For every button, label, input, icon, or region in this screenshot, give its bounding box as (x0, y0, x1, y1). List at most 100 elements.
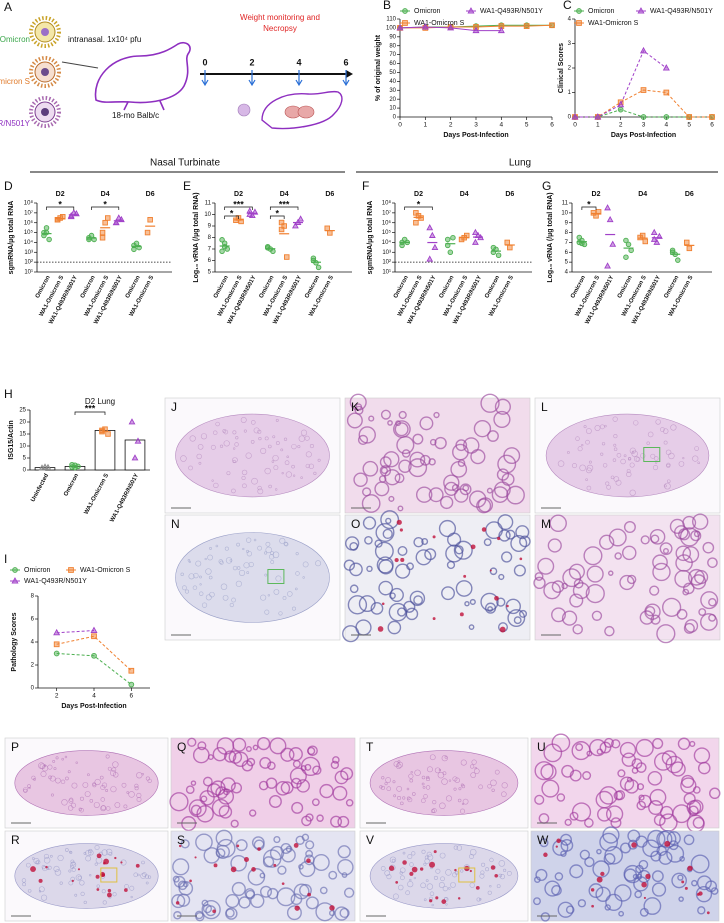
tissue-texture (623, 520, 636, 533)
tissue-texture (279, 537, 286, 544)
tissue-texture (208, 575, 213, 580)
tissue-texture (43, 853, 50, 860)
tissue-texture (259, 885, 273, 898)
group-label: D2 (56, 191, 65, 198)
tissue-texture (565, 905, 575, 915)
data-point (504, 239, 510, 246)
tissue-texture (581, 443, 584, 447)
tissue-texture (646, 441, 650, 445)
data-point (91, 633, 97, 640)
tissue-texture (250, 420, 256, 425)
y-tick-label: 10⁵ (24, 229, 34, 236)
data-point (617, 106, 624, 113)
tissue-texture (613, 476, 620, 482)
tissue-texture (337, 815, 350, 828)
data-point (54, 216, 61, 223)
tissue-texture (112, 892, 117, 897)
tissue-texture (57, 854, 64, 862)
virus-icon (29, 16, 61, 128)
tissue-texture (286, 455, 289, 459)
tissue-texture (551, 580, 565, 593)
tissue-texture (110, 786, 117, 793)
tissue-texture (462, 798, 469, 805)
y-tick-label: 60 (389, 61, 396, 67)
micrograph: K (344, 393, 531, 514)
stain-spot (71, 879, 74, 882)
tissue-texture (385, 517, 392, 524)
tissue-texture (568, 563, 585, 580)
tissue-texture (222, 429, 227, 433)
x-tick-label: 3 (474, 122, 478, 129)
data-point (128, 681, 135, 688)
y-axis-label: % of original weight (375, 34, 382, 101)
tissue-texture (421, 782, 425, 786)
tissue-texture (238, 569, 246, 576)
tissue-texture (265, 546, 272, 554)
tissue-texture (129, 885, 135, 891)
tissue-texture (397, 796, 402, 801)
tissue-texture (283, 541, 288, 546)
y-axis-label: ISG15/Actin (8, 420, 15, 459)
tissue-texture (269, 737, 287, 755)
tissue-texture (209, 546, 212, 550)
y-tick-label: 10⁵ (382, 229, 392, 236)
tissue-texture (445, 869, 452, 876)
tissue-texture (305, 813, 314, 822)
tissue-texture (235, 839, 248, 852)
tissue-texture (172, 858, 190, 876)
tissue-texture (666, 462, 671, 467)
tissue-texture (144, 874, 150, 879)
tissue-texture (378, 580, 394, 596)
tissue-texture (444, 481, 459, 496)
y-tick-label: 6 (208, 258, 212, 264)
tissue-texture (695, 886, 713, 903)
tissue-texture (291, 464, 295, 469)
x-tick-label: 5 (687, 122, 691, 129)
tissue-texture (519, 609, 528, 618)
tissue-texture (74, 893, 78, 897)
tissue-texture (506, 485, 525, 505)
stain-spot (77, 868, 80, 871)
tissue-texture (268, 444, 272, 449)
data-point (396, 23, 404, 31)
group-label: D6 (146, 191, 155, 198)
tissue-texture (212, 430, 218, 435)
tissue-texture (181, 816, 197, 832)
tissue-texture (505, 529, 516, 540)
tissue-texture (537, 557, 555, 575)
tissue-texture (250, 893, 265, 909)
tissue-texture (406, 562, 414, 571)
tissue-texture (626, 469, 631, 473)
tissue-texture (241, 475, 246, 481)
tissue-texture (441, 778, 448, 785)
tissue-texture (690, 530, 702, 542)
tissue-texture (457, 798, 462, 803)
tissue-texture (100, 797, 105, 802)
tissue-texture (547, 538, 562, 553)
tissue-texture (470, 449, 486, 465)
micrograph-frame (530, 737, 720, 829)
tissue-texture (684, 619, 699, 633)
tissue-texture (579, 849, 590, 860)
tissue-texture (282, 596, 287, 600)
tissue-texture (594, 425, 601, 431)
tissue-texture (65, 776, 69, 781)
tissue-texture (640, 453, 646, 459)
tissue-texture (588, 460, 592, 464)
tissue-texture (337, 845, 351, 859)
tissue-texture (388, 495, 395, 502)
tissue-texture (259, 757, 272, 769)
tissue-texture (289, 767, 307, 785)
tissue-texture (575, 436, 580, 441)
tissue-texture (554, 872, 564, 881)
category-label: Omicron (63, 473, 80, 498)
tissue-texture (225, 907, 238, 920)
tissue-texture (513, 564, 526, 577)
tissue-texture (461, 784, 466, 789)
data-point (444, 236, 451, 243)
bar (94, 429, 116, 471)
tissue-texture (540, 763, 557, 780)
timeline-day: 0 (202, 57, 207, 67)
tissue-texture (406, 796, 411, 801)
data-point (471, 238, 479, 245)
